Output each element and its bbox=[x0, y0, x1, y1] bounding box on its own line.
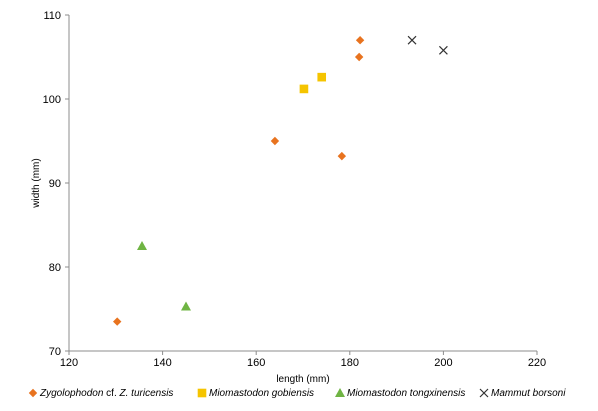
data-point-square bbox=[299, 84, 309, 94]
legend-label-part: Z. turicensis bbox=[119, 388, 174, 399]
y-tick-label: 110 bbox=[43, 10, 61, 22]
legend: Zygolophodon cf. Z. turicensis Miomastodo… bbox=[28, 388, 566, 399]
data-point-x bbox=[438, 45, 448, 55]
legend-marker-square bbox=[197, 388, 207, 398]
legend-label: Miomastodon tongxinensis bbox=[347, 388, 465, 399]
data-point-x bbox=[407, 35, 417, 45]
data-point-diamond bbox=[355, 36, 365, 45]
legend-label: Mammut borsoni bbox=[491, 388, 566, 399]
legend-marker-x bbox=[479, 388, 489, 398]
legend-entry: Zygolophodon cf. Z. turicensis bbox=[28, 388, 173, 399]
x-tick-label: 200 bbox=[434, 357, 452, 369]
y-tick-label: 80 bbox=[49, 262, 61, 274]
legend-label: Miomastodon gobiensis bbox=[209, 388, 314, 399]
data-point-triangle bbox=[181, 301, 191, 311]
x-tick-label: 180 bbox=[341, 357, 359, 369]
x-tick-label: 120 bbox=[60, 357, 78, 369]
y-tick-label: 90 bbox=[49, 178, 61, 190]
data-point-diamond bbox=[337, 151, 347, 161]
axes bbox=[65, 14, 538, 355]
legend-entry: Miomastodon tongxinensis bbox=[335, 388, 465, 399]
legend-marker-diamond bbox=[28, 388, 38, 398]
data-point-square bbox=[317, 72, 327, 82]
data-points bbox=[113, 35, 448, 326]
tick-labels: 120 140 160 180 200 220 70 80 90 100 110 bbox=[43, 10, 547, 369]
x-tick-label: 140 bbox=[153, 357, 171, 369]
x-tick-label: 160 bbox=[247, 357, 265, 369]
x-axis-title: length (mm) bbox=[276, 374, 329, 385]
data-point-diamond bbox=[270, 136, 280, 146]
legend-label: Zygolophodon cf. Z. turicensis bbox=[39, 388, 173, 399]
legend-marker-triangle bbox=[335, 388, 345, 397]
legend-label-part: Miomastodon gobiensis bbox=[209, 388, 314, 399]
data-point-diamond bbox=[354, 52, 364, 62]
x-tick-label: 220 bbox=[528, 357, 546, 369]
y-tick-label: 70 bbox=[49, 346, 61, 358]
data-point-triangle bbox=[137, 241, 148, 250]
data-point-diamond bbox=[113, 317, 122, 326]
legend-entry: Miomastodon gobiensis bbox=[197, 388, 314, 399]
y-tick-label: 100 bbox=[43, 94, 61, 106]
legend-label-part: cf. bbox=[103, 388, 119, 399]
legend-label-part: Mammut borsoni bbox=[491, 388, 566, 399]
legend-label-part: Miomastodon tongxinensis bbox=[347, 388, 465, 399]
legend-entry: Mammut borsoni bbox=[479, 388, 566, 399]
legend-label-part: Zygolophodon bbox=[39, 388, 104, 399]
y-axis-title: width (mm) bbox=[31, 158, 42, 208]
